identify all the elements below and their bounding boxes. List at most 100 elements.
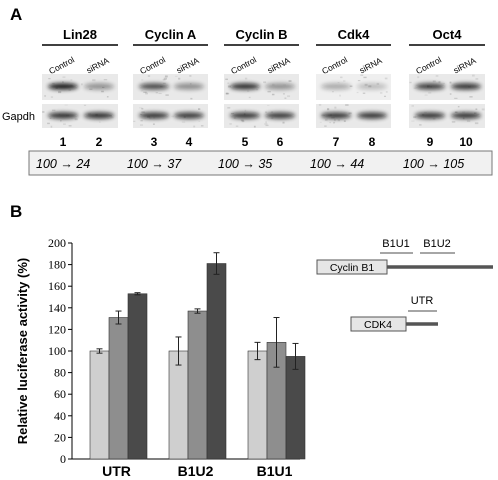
ratio-box — [28, 150, 493, 176]
blot-gene-noise-1-8 — [141, 79, 144, 81]
blot-gapdh-noise-0-0 — [50, 125, 53, 128]
y-tick-label-3: 60 — [54, 387, 66, 401]
blot-gapdh-noise-3-12 — [324, 125, 327, 127]
blot-gene-noise-1-17 — [178, 77, 181, 80]
blot-gapdh-noise-4-15 — [451, 121, 456, 123]
blot-gapdh-1 — [133, 104, 208, 128]
blot-gapdh-noise-2-10 — [233, 117, 236, 119]
blot-gapdh-noise-0-3 — [59, 120, 62, 122]
blot-gapdh-noise-4-8 — [413, 116, 417, 118]
ratio-arrow-3: → — [334, 157, 347, 171]
lane-number-5: 5 — [242, 135, 249, 149]
blot-gene-noise-3-5 — [383, 95, 387, 97]
blot-gapdh-noise-3-11 — [345, 104, 349, 107]
blot-gapdh-noise-3-1 — [318, 104, 322, 106]
blot-gene-noise-0-13 — [92, 79, 96, 82]
blot-gapdh-noise-1-2 — [197, 108, 201, 111]
lane-label-0-0: Control — [47, 54, 76, 76]
blot-gene-noise-4-4 — [454, 97, 458, 100]
blot-gene-noise-4-10 — [417, 76, 420, 79]
ratio-from-0: 100 — [36, 157, 60, 171]
category-label-2: B1U1 — [257, 463, 293, 479]
ratio-from-3: 100 — [310, 157, 334, 171]
blot-gapdh-band-1-0 — [139, 112, 169, 119]
blot-gene-noise-1-12 — [190, 97, 193, 100]
gene-label-0: Lin28 — [63, 27, 97, 42]
lane-label-4-0: Control — [414, 54, 443, 76]
blot-gene-noise-0-9 — [70, 79, 73, 81]
blot-gapdh-noise-0-8 — [51, 109, 56, 112]
blot-gene-noise-4-17 — [449, 93, 452, 95]
bar-b1u2-series-1 — [187, 310, 208, 460]
blot-gapdh-noise-3-6 — [334, 106, 337, 109]
blot-gapdh-noise-0-13 — [110, 116, 114, 119]
blot-gapdh-noise-2-5 — [227, 107, 231, 109]
blot-gene-noise-0-0 — [106, 96, 109, 98]
blot-gene-band-1-0 — [139, 83, 169, 90]
bar-b1u2-series-2 — [206, 263, 227, 460]
blot-gapdh-3 — [316, 104, 391, 128]
blot-gene-noise-2-12 — [247, 90, 250, 93]
ratio-0: 100 → 24 — [36, 157, 90, 171]
blot-gene-noise-2-5 — [225, 92, 230, 95]
blot-gene-noise-3-16 — [363, 76, 367, 79]
blot-gene-noise-4-12 — [435, 75, 439, 77]
lane-label-2-0: Control — [229, 54, 258, 76]
blot-gapdh-noise-2-7 — [241, 120, 245, 123]
blot-gene-3 — [316, 74, 391, 100]
blot-gapdh-noise-2-6 — [267, 104, 270, 107]
blot-gene-noise-3-1 — [349, 85, 353, 88]
blot-gene-noise-3-17 — [357, 80, 361, 82]
y-tick-label-1: 20 — [54, 430, 66, 444]
blot-gapdh-noise-4-16 — [432, 118, 436, 120]
y-tick-label-8: 160 — [48, 279, 66, 293]
blot-gene-noise-3-15 — [360, 74, 364, 76]
blot-gene-noise-3-7 — [340, 76, 343, 79]
y-axis-label: Relative luciferase activity (%) — [15, 258, 30, 444]
blot-gapdh-noise-2-11 — [282, 121, 285, 124]
y-tick-label-5: 100 — [48, 344, 66, 358]
category-label-1: B1U2 — [178, 463, 214, 479]
blot-gapdh-noise-4-17 — [411, 105, 414, 107]
blot-gapdh-noise-1-10 — [140, 119, 143, 122]
blot-gapdh-noise-0-5 — [68, 125, 72, 127]
blot-gapdh-0 — [42, 104, 118, 128]
ratio-4: 100 → 105 — [403, 157, 464, 171]
blot-gapdh-noise-3-16 — [333, 121, 336, 124]
blot-gapdh-noise-2-0 — [229, 123, 232, 125]
blot-gene-noise-3-9 — [362, 92, 366, 94]
blot-gene-2 — [224, 74, 299, 100]
blot-gene-band-4-1 — [451, 83, 481, 90]
blot-gapdh-2 — [224, 104, 299, 128]
blot-gene-noise-3-11 — [339, 94, 341, 97]
blot-gene-noise-2-13 — [287, 95, 291, 98]
ratio-to-2: 35 — [255, 157, 272, 171]
blot-gapdh-noise-1-12 — [133, 120, 136, 123]
blot-gene-noise-0-17 — [89, 88, 93, 90]
blot-gapdh-band-2-1 — [265, 112, 295, 119]
blot-gapdh-noise-4-3 — [474, 122, 479, 125]
blot-gene-noise-2-16 — [227, 85, 232, 88]
blot-gene-noise-2-15 — [225, 78, 228, 80]
panel-b-label: B — [10, 202, 22, 221]
blot-gapdh-noise-3-13 — [327, 108, 330, 111]
blot-gapdh-noise-1-8 — [141, 111, 145, 114]
blot-gene-noise-1-2 — [147, 75, 151, 78]
ratio-arrow-0: → — [60, 157, 73, 171]
blot-gapdh-noise-0-12 — [74, 118, 78, 121]
blot-gapdh-noise-2-8 — [230, 112, 235, 114]
category-label-0: UTR — [102, 463, 131, 479]
blot-gapdh-noise-1-0 — [139, 124, 143, 126]
blot-gapdh-noise-4-1 — [466, 120, 471, 123]
blot-gapdh-noise-1-16 — [138, 107, 143, 109]
ratio-arrow-1: → — [151, 157, 164, 171]
blot-gapdh-noise-3-15 — [324, 119, 328, 121]
blot-gene-noise-2-0 — [256, 88, 259, 91]
lane-label-1-0: Control — [138, 54, 167, 76]
blot-gapdh-noise-4-0 — [411, 120, 415, 122]
lane-label-0-1: siRNA — [85, 55, 111, 75]
y-tick-label-0: 0 — [60, 452, 66, 466]
lane-label-4-1: siRNA — [452, 55, 478, 75]
blot-gene-noise-0-7 — [68, 89, 72, 92]
y-tick-label-6: 120 — [48, 322, 66, 336]
